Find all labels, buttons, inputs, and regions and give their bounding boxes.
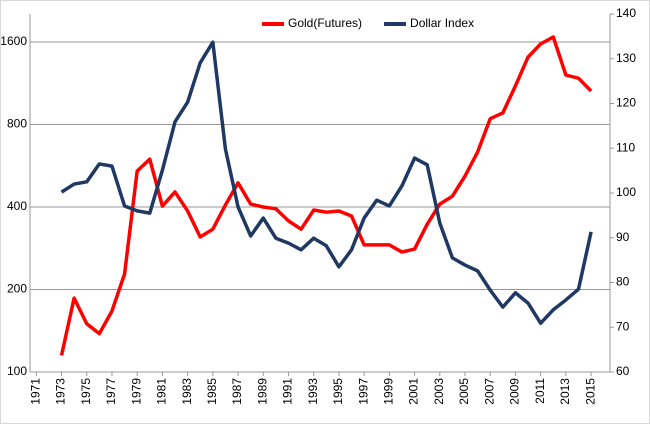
x-tick-label: 1991 [281, 378, 295, 405]
y2-tick-label: 90 [616, 230, 630, 244]
x-tick-label: 1973 [54, 378, 68, 405]
x-tick-label: 2015 [583, 378, 597, 405]
x-tick-label: 2007 [482, 378, 496, 405]
x-tick-label: 2005 [457, 378, 471, 405]
x-tick-label: 2003 [432, 378, 446, 405]
y-tick-label: 400 [7, 199, 27, 213]
x-tick-label: 1983 [180, 378, 194, 405]
x-tick-label: 1993 [306, 378, 320, 405]
y-tick-label: 200 [7, 282, 27, 296]
x-tick-label: 1979 [129, 378, 143, 405]
x-tick-label: 1981 [155, 378, 169, 405]
x-tick-label: 1987 [230, 378, 244, 405]
y-tick-label: 100 [7, 364, 27, 378]
series-line [60, 40, 593, 325]
x-tick-label: 1989 [255, 378, 269, 405]
y-tick-label: 1600 [0, 34, 27, 48]
y2-tick-label: 120 [616, 96, 636, 110]
y-tick-label: 800 [7, 117, 27, 131]
series-line [59, 35, 593, 356]
y2-tick-label: 100 [616, 185, 636, 199]
x-tick-label: 1977 [104, 378, 118, 405]
legend-label: Dollar Index [410, 16, 474, 30]
y2-tick-label: 80 [616, 275, 630, 289]
x-tick-label: 2001 [407, 378, 421, 405]
y2-tick-label: 110 [616, 140, 635, 154]
y2-tick-label: 130 [616, 51, 636, 65]
x-tick-label: 1971 [28, 378, 42, 405]
y2-tick-label: 140 [616, 6, 636, 20]
x-tick-label: 2011 [533, 378, 547, 404]
x-tick-label: 1999 [382, 378, 396, 405]
x-tick-label: 1997 [356, 378, 370, 405]
legend-label: Gold(Futures) [288, 16, 362, 30]
x-tick-label: 1975 [79, 378, 93, 405]
x-tick-label: 1985 [205, 378, 219, 405]
x-tick-label: 1995 [331, 378, 345, 405]
y2-tick-label: 70 [616, 319, 630, 333]
y2-tick-label: 60 [616, 364, 630, 378]
x-tick-label: 2009 [508, 378, 522, 405]
x-tick-label: 2013 [558, 378, 572, 405]
